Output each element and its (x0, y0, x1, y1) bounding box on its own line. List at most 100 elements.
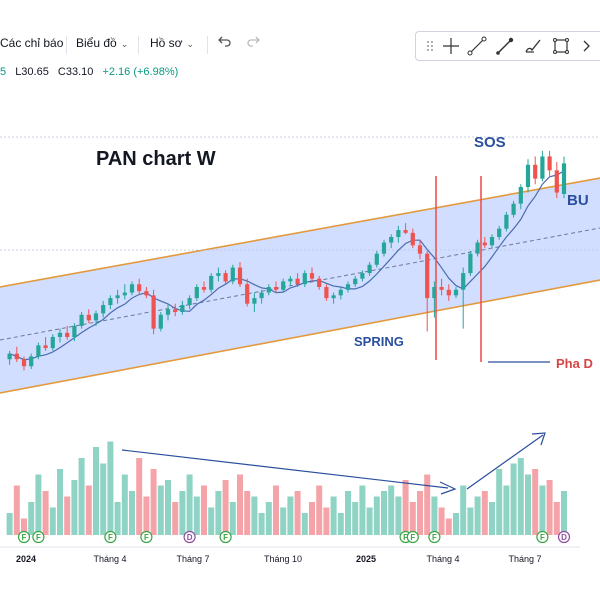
ohlc-change: +2.16 (+6.98%) (102, 66, 179, 78)
volume-bar (258, 513, 265, 535)
volume-bar (208, 507, 215, 535)
trend-line-icon[interactable] (466, 35, 488, 57)
candle-body (252, 298, 257, 304)
signal-marker-label: F (22, 533, 27, 542)
volume-bar (539, 485, 546, 535)
signal-marker (536, 530, 549, 544)
more-icon[interactable] (576, 35, 598, 57)
pen-icon[interactable] (494, 35, 516, 57)
charts-button[interactable]: Biểu đồ ⌄ (76, 36, 129, 50)
x-axis-tick-label: Tháng 4 (93, 554, 126, 564)
candle-body (273, 287, 279, 290)
candle-body (194, 287, 199, 299)
volume-up-trend-arrow (466, 434, 544, 490)
candle-body (497, 228, 502, 237)
candle-body (57, 332, 63, 337)
volume-bar (532, 469, 539, 535)
arrow-head (439, 481, 457, 495)
volume-bar (424, 474, 431, 535)
volume-bar (381, 491, 387, 535)
drag-handle-icon[interactable] (420, 35, 442, 57)
volume-bar (481, 491, 488, 535)
volume-bar (553, 502, 560, 535)
channel-upper-line (0, 177, 600, 288)
volume-bar (179, 491, 186, 535)
candle-body (439, 287, 444, 290)
volume-bar (157, 485, 164, 535)
volume-bar (337, 513, 344, 535)
volume-bar (6, 513, 13, 535)
channel-lower-line (0, 279, 600, 394)
candle-body (324, 287, 329, 299)
signal-marker-label: F (223, 533, 228, 542)
toolbar-divider (66, 36, 67, 54)
indicators-button[interactable]: Các chỉ báo (0, 36, 64, 50)
candle-body (209, 275, 214, 290)
candle-body (50, 337, 55, 349)
candle-body (446, 289, 451, 296)
volume-down-trend-arrow (121, 449, 449, 489)
candle-body (489, 237, 495, 246)
candle-body (93, 313, 99, 321)
signal-marker-label: F (540, 533, 545, 542)
candle-body (21, 359, 27, 367)
ohlc-legend: 5 L30.65 C33.10 +2.16 (+6.98%) (0, 66, 178, 78)
x-axis-tick-label: Tháng 7 (176, 554, 209, 564)
volume-bar (453, 513, 459, 535)
candle-body (201, 287, 207, 290)
candle-body (216, 273, 221, 276)
brush-icon[interactable] (522, 35, 544, 57)
candle-body (381, 242, 387, 254)
annotation-bu: BU (567, 192, 589, 209)
candle-body (345, 284, 351, 290)
volume-bar (49, 507, 56, 535)
candle-body (101, 305, 106, 314)
drawing-toolbar (415, 31, 600, 61)
signal-marker-label: F (108, 533, 113, 542)
undo-button[interactable] (218, 34, 232, 51)
ohlc-low: L30.65 (15, 66, 49, 78)
volume-bar (244, 491, 251, 535)
top-bar (0, 0, 600, 29)
volume-bar (373, 496, 380, 535)
volume-bar (417, 491, 423, 535)
volume-bar (165, 480, 171, 535)
candle-body (374, 253, 379, 265)
ohlc-open: 5 (0, 66, 7, 78)
candle-body (14, 353, 19, 360)
volume-bar (201, 485, 207, 535)
candle-body (259, 292, 264, 299)
rectangle-icon[interactable] (550, 35, 572, 57)
signal-marker (428, 530, 441, 544)
candle-body (281, 281, 286, 290)
profile-button[interactable]: Hồ sơ ⌄ (150, 36, 195, 50)
candle-body (389, 237, 394, 243)
candle-body (151, 295, 156, 329)
candle-body (331, 295, 336, 299)
candle-body (43, 345, 48, 349)
signal-marker (557, 530, 571, 544)
volume-bar (28, 502, 35, 535)
candle-body (245, 284, 250, 304)
crosshair-icon[interactable] (440, 35, 462, 57)
volume-bar (273, 485, 279, 535)
volume-bar (546, 480, 553, 535)
candle-body (518, 187, 523, 204)
volume-bar (71, 480, 78, 535)
candle-body (561, 163, 567, 194)
candle-body (173, 309, 178, 312)
candle-body (187, 298, 192, 306)
toolbar-divider (138, 36, 139, 54)
volume-bar (287, 496, 294, 535)
candle-body (309, 273, 315, 279)
volume-bar (35, 474, 42, 535)
volume-bar (323, 507, 330, 535)
volume-bar (431, 496, 438, 535)
volume-bar (352, 502, 359, 535)
volume-bar (525, 474, 531, 535)
candle-body (417, 245, 423, 254)
redo-button[interactable] (246, 34, 260, 51)
annotation-pha-d: Pha D (556, 356, 593, 371)
volume-bar (316, 485, 323, 535)
